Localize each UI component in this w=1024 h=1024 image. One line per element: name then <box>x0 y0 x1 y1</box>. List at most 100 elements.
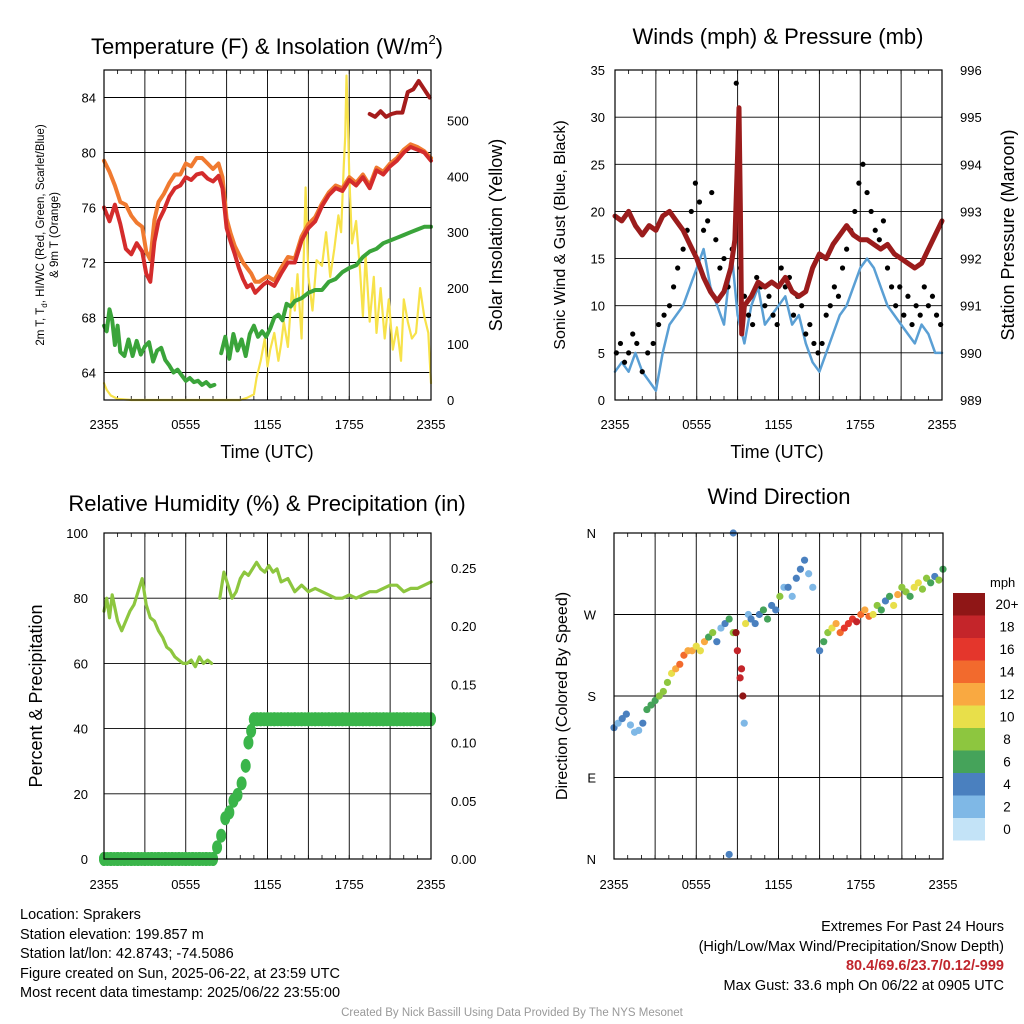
temperature-xlabel: Time (UTC) <box>220 442 313 462</box>
gust-point <box>721 255 727 262</box>
winds-title: Winds (mph) & Pressure (mb) <box>633 24 924 49</box>
direction-point <box>725 850 733 859</box>
gust-point <box>827 303 833 309</box>
gust-point <box>656 321 662 328</box>
legend-label: 6 <box>1003 755 1011 770</box>
gust-point <box>750 321 756 328</box>
gust-point <box>835 293 842 299</box>
direction-point <box>733 647 741 655</box>
temperature-series-line <box>219 224 433 361</box>
precipitation-point <box>236 776 247 791</box>
gust-point <box>901 312 907 318</box>
gust-point <box>709 189 715 196</box>
gust-point <box>823 312 829 318</box>
max-gust: Max Gust: 33.6 mph On 06/22 at 0905 UTC <box>723 977 1004 994</box>
temperature-x-tick-label: 1755 <box>335 417 364 432</box>
direction-x-tick-label: 1755 <box>846 877 875 892</box>
legend-title: mph <box>990 575 1015 590</box>
humidity-y-tick-label: 60 <box>74 656 88 671</box>
direction-point <box>927 579 935 587</box>
precipitation-point <box>240 758 251 773</box>
legend-swatch <box>953 705 985 728</box>
direction-point <box>639 719 647 727</box>
temperature-ylabel: 2m T, Td, HI/WC (Red, Green, Scarlet/Blu… <box>35 124 49 345</box>
gust-point <box>909 321 915 328</box>
temperature-title-superscript: 2 <box>428 32 435 47</box>
direction-point <box>776 592 784 600</box>
direction-point <box>805 570 813 578</box>
gust-point <box>754 274 760 281</box>
pressure-ylabel: Station Pressure (Maroon) <box>998 129 1018 340</box>
direction-point <box>861 606 869 614</box>
temperature-series-line <box>102 145 433 295</box>
direction-point <box>740 719 748 727</box>
temperature-panel: Temperature (F) & Insolation (W/m2) 2m T… <box>35 32 506 462</box>
temperature-y-tick-label: 76 <box>82 201 96 216</box>
gust-point <box>872 227 878 233</box>
temperature-y-tick-label: 64 <box>82 366 96 381</box>
legend-label: 16 <box>999 642 1014 657</box>
direction-point <box>725 615 733 623</box>
humidity-ylabel: Percent & Precipitation <box>26 604 46 787</box>
wind-direction-ylabel: Direction (Colored By Speed) <box>554 592 571 800</box>
direction-point <box>788 592 796 600</box>
direction-y-tick-label: N <box>587 526 596 541</box>
gust-point <box>692 180 698 186</box>
direction-point <box>890 601 898 610</box>
pressure-y-tick-label: 993 <box>960 204 982 219</box>
legend-swatch <box>953 638 985 661</box>
gust-point <box>717 265 723 271</box>
gust-point <box>933 312 940 318</box>
gust-point <box>852 208 858 215</box>
wind-y-tick-label: 25 <box>591 157 605 172</box>
direction-point <box>885 592 894 600</box>
gust-point <box>733 80 739 86</box>
winds-x-tick-label: 2355 <box>601 417 630 432</box>
pressure-y-tick-label: 994 <box>960 157 982 172</box>
humidity-x-tick-label: 0555 <box>171 877 200 892</box>
gust-point <box>831 284 837 290</box>
gust-point <box>675 265 681 271</box>
temperature-series-line <box>102 307 217 389</box>
legend-label: 4 <box>1003 777 1011 792</box>
gust-point <box>762 303 768 309</box>
legend-label: 12 <box>999 687 1014 702</box>
pressure-y-tick-label: 989 <box>960 393 982 408</box>
precipitation-y-tick-label: 0.25 <box>451 561 476 576</box>
direction-y-tick-label: E <box>587 771 596 786</box>
direction-point <box>869 610 877 619</box>
wind-y-tick-label: 5 <box>598 346 605 361</box>
precipitation-point <box>224 805 235 820</box>
credit-line: Created By Nick Bassill Using Data Provi… <box>341 1007 683 1019</box>
direction-point <box>820 638 828 646</box>
wind-speed-line <box>613 247 944 392</box>
gust-point <box>905 293 911 299</box>
station-latlon: Station lat/lon: 42.8743; -74.5086 <box>20 946 234 962</box>
gust-point <box>888 284 895 290</box>
direction-point <box>659 687 667 696</box>
precipitation-point <box>232 787 243 802</box>
gust-point <box>713 237 719 243</box>
wind-y-tick-label: 0 <box>598 393 605 408</box>
legend-label: 8 <box>1003 732 1011 747</box>
wind-y-tick-label: 10 <box>591 299 605 314</box>
temperature-x-tick-label: 2355 <box>417 417 446 432</box>
direction-point <box>809 583 817 591</box>
gust-point <box>688 208 694 215</box>
gust-point <box>770 312 776 318</box>
gust-point <box>774 321 780 328</box>
station-info: Location: Sprakers Station elevation: 19… <box>20 906 340 1004</box>
gust-point <box>745 312 752 318</box>
wind-y-tick-label: 20 <box>591 204 605 219</box>
precipitation-y-tick-label: 0.20 <box>451 619 476 634</box>
humidity-plot-frame <box>103 532 432 860</box>
gust-point <box>790 312 797 318</box>
direction-point <box>676 660 684 668</box>
pressure-y-tick-label: 991 <box>960 299 982 314</box>
wind-direction-plot-frame <box>613 532 944 860</box>
figure-created: Figure created on Sun, 2025-06-22, at 23… <box>20 965 340 982</box>
station-location: Location: Sprakers <box>20 907 141 923</box>
legend-swatch <box>953 660 985 683</box>
direction-x-tick-label: 1155 <box>765 877 793 892</box>
solar-y-tick-label: 100 <box>447 337 469 352</box>
